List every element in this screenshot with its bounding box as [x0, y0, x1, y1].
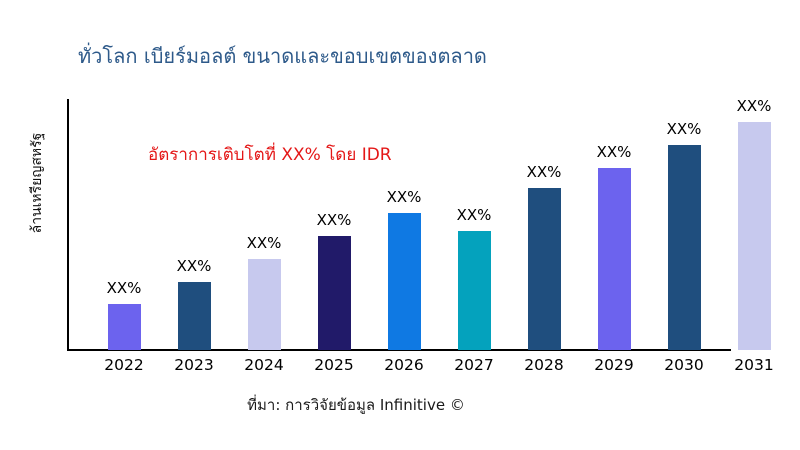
- bar-value-label-2031: XX%: [736, 97, 772, 115]
- x-tick-label-2022: 2022: [104, 356, 144, 374]
- bar-2024: [247, 259, 281, 350]
- x-tick-label-2024: 2024: [244, 356, 284, 374]
- bar-value-label-2027: XX%: [456, 206, 492, 224]
- bar-value-label-2028: XX%: [526, 163, 562, 181]
- bar-value-label-2025: XX%: [316, 211, 352, 229]
- x-tick-label-2031: 2031: [734, 356, 774, 374]
- bar-2029: [597, 168, 631, 350]
- bar-2030: [667, 145, 701, 350]
- x-tick-label-2029: 2029: [594, 356, 634, 374]
- bar-2022: [107, 304, 141, 350]
- bar-2028: [527, 188, 561, 350]
- bar-value-label-2023: XX%: [176, 257, 212, 275]
- x-tick-label-2023: 2023: [174, 356, 214, 374]
- x-tick-label-2026: 2026: [384, 356, 424, 374]
- bar-2025: [317, 236, 351, 350]
- bar-value-label-2029: XX%: [596, 143, 632, 161]
- growth-rate-annotation: อัตราการเติบโตที่ XX% โดย IDR: [148, 145, 392, 165]
- bar-value-label-2022: XX%: [106, 279, 142, 297]
- bar-2027: [457, 231, 491, 350]
- x-tick-label-2028: 2028: [524, 356, 564, 374]
- x-tick-label-2027: 2027: [454, 356, 494, 374]
- bar-2026: [387, 213, 421, 350]
- bar-2023: [177, 282, 211, 350]
- bar-2031: [737, 122, 771, 350]
- bar-value-label-2030: XX%: [666, 120, 702, 138]
- y-axis-line: [67, 99, 69, 350]
- x-tick-label-2025: 2025: [314, 356, 354, 374]
- bar-value-label-2026: XX%: [386, 188, 422, 206]
- x-tick-label-2030: 2030: [664, 356, 704, 374]
- source-note: ที่มา: การวิจัยข้อมูล Infinitive ©: [247, 396, 465, 414]
- bar-value-label-2024: XX%: [246, 234, 282, 252]
- chart-title: ทั่วโลก เบียร์มอลต์ ขนาดและขอบเขตของตลาด: [78, 44, 487, 68]
- x-axis-line: [67, 349, 731, 351]
